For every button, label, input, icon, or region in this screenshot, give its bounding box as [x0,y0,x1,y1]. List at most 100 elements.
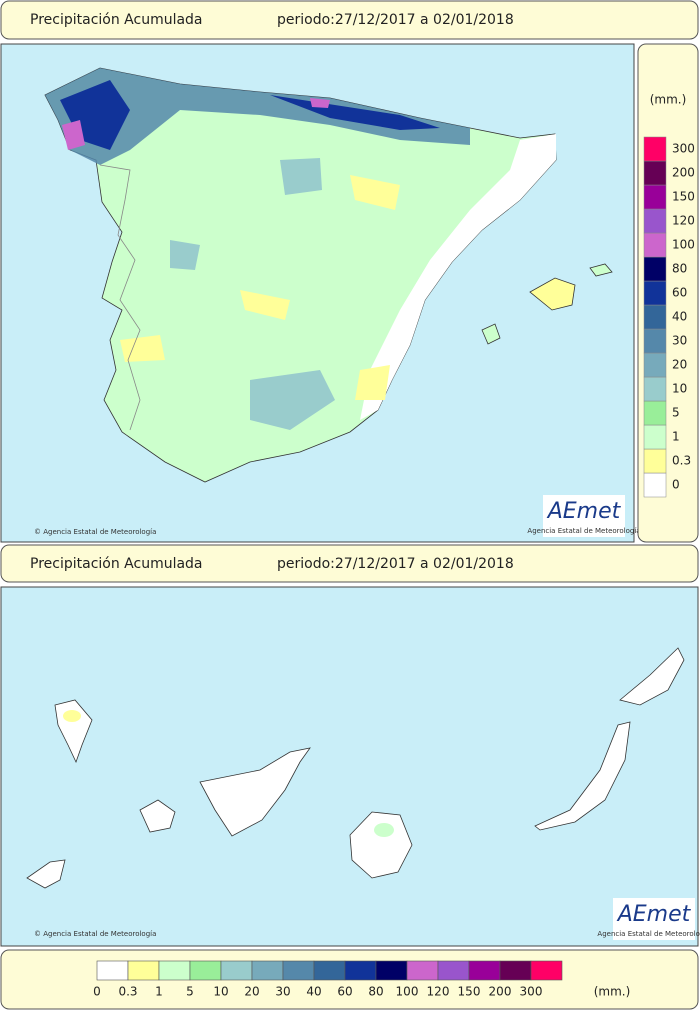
legend-label: 20 [672,358,687,372]
legend-label: 60 [672,286,687,300]
legend-swatch [643,400,667,426]
legend-label: 80 [672,262,687,276]
legend-label: 100 [396,985,419,999]
legend-label: 200 [489,985,512,999]
credit: © Agencia Estatal de Meteorología [34,930,156,938]
legend-label: 200 [672,166,695,180]
legend-label: 30 [672,334,687,348]
ibiza [481,323,501,345]
rain-north-heavy [60,80,440,150]
legend-label: 40 [306,985,321,999]
legend-swatch [643,256,667,282]
legend-label: 1 [672,430,680,444]
legend-label: 150 [672,190,695,204]
legend-swatch [643,160,667,186]
legend-swatch [643,352,667,378]
legend-swatch [643,184,667,210]
legend-horizontal: 0 0.3 1 5 10 20 30 40 60 80 100 120 150 200 300 [93,960,563,999]
legend-swatch [643,232,667,258]
legend-label: 0.3 [118,985,137,999]
legend-label: 1 [155,985,163,999]
portugal-border [99,164,141,431]
dry-patches [120,175,400,400]
legend-swatch [643,304,667,330]
legend-vertical: 0 0.3 1 5 10 20 30 40 60 80 100 120 150 200 300 [643,136,695,498]
tenerife [199,747,311,837]
legend-label: 0 [672,478,680,492]
legend-swatch [282,960,315,981]
legend-swatch [643,136,667,162]
el-hierro [26,859,66,889]
legend-swatch [406,960,439,981]
header-box [0,544,699,583]
logo-box [543,495,625,537]
rain-gran-canaria [374,823,394,837]
period: periodo:27/12/2017 a 02/01/2018 [277,12,514,28]
legend-swatch [189,960,222,981]
header-box [0,0,699,40]
legend-label: 150 [458,985,481,999]
menorca [589,263,613,277]
legend-swatch [127,960,160,981]
legend-label: 100 [672,238,695,252]
legend-swatch [468,960,501,981]
logo-name: AEmet [546,499,622,524]
legend-label: 30 [275,985,290,999]
logo-name: AEmet [616,902,692,927]
legend-label: 120 [672,214,695,228]
map-canarias [0,586,699,947]
rain-la-palma [63,710,81,722]
legend-unit: (mm.) [650,93,687,107]
legend-swatch [643,472,667,498]
legend-label: 300 [520,985,543,999]
legend-swatch [375,960,408,981]
legend-label: 20 [244,985,259,999]
period: periodo:27/12/2017 a 02/01/2018 [277,556,514,572]
legend-label: 300 [672,142,695,156]
legend-swatch [499,960,532,981]
legend-swatch [220,960,253,981]
logo-box [613,898,695,940]
mallorca [529,277,576,311]
legend-label: 40 [672,310,687,324]
legend-swatch [643,424,667,450]
legend-label: 120 [427,985,450,999]
legend-swatch [643,280,667,306]
credit-text: Agencia Estatal de Meteorología [43,528,156,536]
legend-swatch [344,960,377,981]
legend-swatch [96,960,129,981]
legend-swatch [643,208,667,234]
legend-swatch [158,960,191,981]
legend-label: 80 [368,985,383,999]
lanzarote [619,647,685,706]
legend-swatch [530,960,563,981]
logo-subtitle: Agencia Estatal de Meteorología [527,527,640,535]
legend-label: 10 [213,985,228,999]
credit: © Agencia Estatal de Meteorología [34,528,156,536]
fuerteventura [534,721,631,831]
gran-canaria [349,811,413,879]
la-gomera [139,799,176,833]
legend-label: 5 [672,406,680,420]
iberia-land [44,67,557,483]
rain-north [45,68,470,165]
legend-swatch [437,960,470,981]
credit-text: Agencia Estatal de Meteorología [43,930,156,938]
legend-swatch [643,328,667,354]
title: Precipitación Acumulada [30,12,203,28]
title: Precipitación Acumulada [30,556,203,572]
rain-south [170,158,335,430]
legend-swatch [251,960,284,981]
legend-unit: (mm.) [594,985,631,999]
legend-swatch [643,448,667,474]
legend-swatch [643,376,667,402]
legend-label: 60 [337,985,352,999]
legend-label: 10 [672,382,687,396]
legend-label: 5 [186,985,194,999]
dry-east [360,134,556,420]
logo-subtitle: Agencia Estatal de Meteorología [597,930,700,938]
legend-swatch [313,960,346,981]
legend-label: 0 [93,985,101,999]
legend-label: 0.3 [672,454,691,468]
